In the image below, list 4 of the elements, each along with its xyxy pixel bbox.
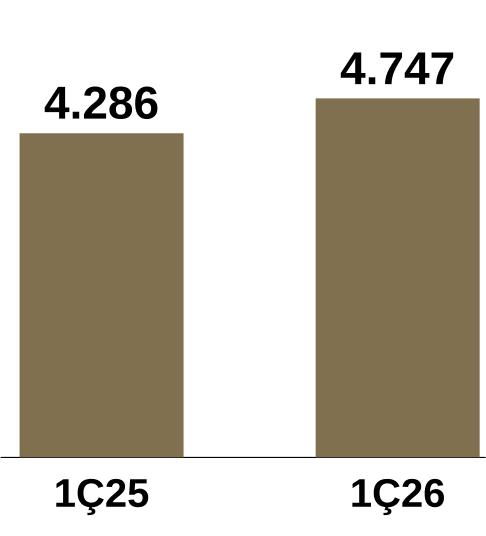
x-tick-label: 1Ç26 — [352, 478, 444, 516]
data-label: 4.747 — [340, 52, 454, 84]
data-label: 4.286 — [44, 86, 158, 120]
x-tick-label: 1Ç25 — [56, 478, 148, 516]
